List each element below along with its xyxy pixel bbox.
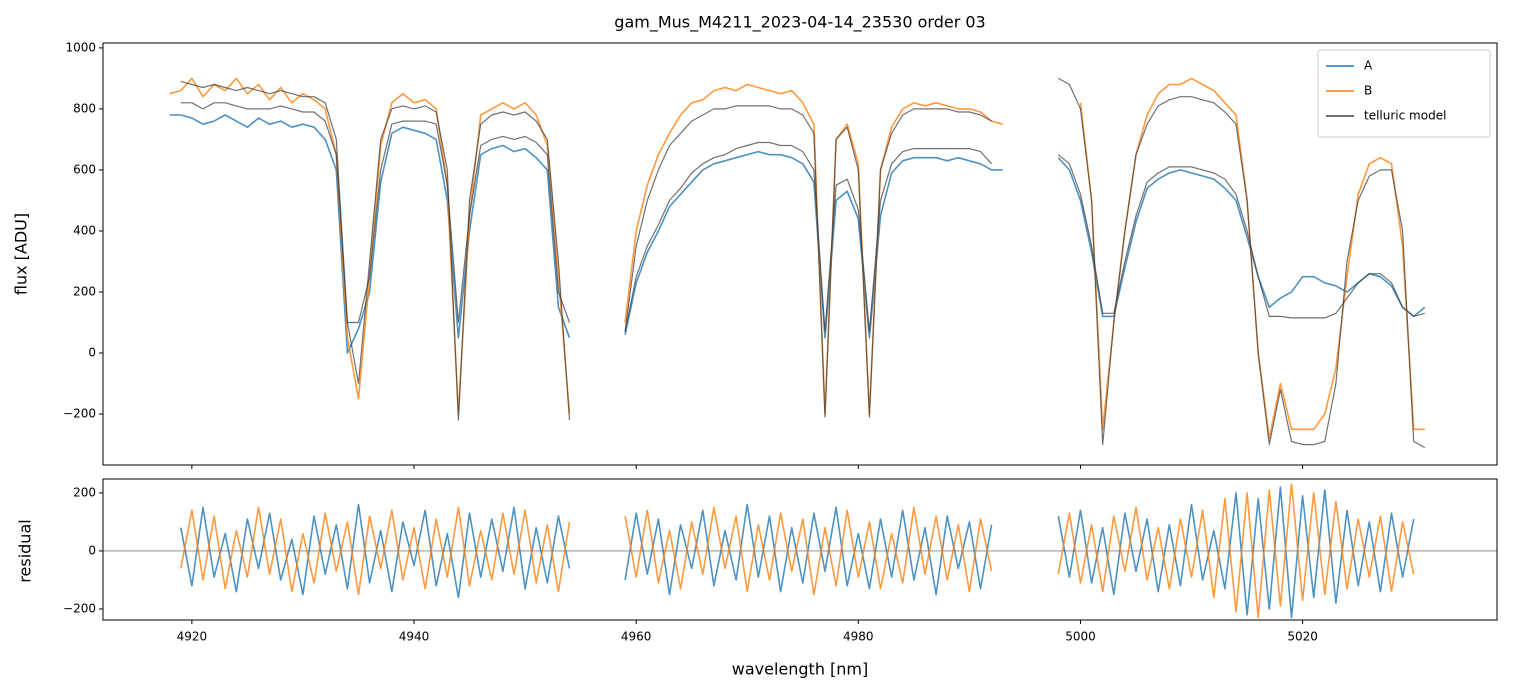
- x-axis-label: wavelength [nm]: [732, 660, 869, 679]
- model-line: [180, 77, 1426, 449]
- x-tick-label: 4940: [399, 630, 430, 644]
- y-tick-label: 200: [73, 485, 96, 499]
- data-line: [180, 486, 1415, 619]
- plot-area: [169, 77, 1426, 449]
- x-tick-label: 5000: [1065, 630, 1096, 644]
- y-tick-label: 200: [73, 284, 96, 298]
- legend-label: A: [1364, 59, 1373, 73]
- y-tick-label: −200: [63, 601, 96, 615]
- axes-frame: [102, 42, 1498, 466]
- chart-title: gam_Mus_M4211_2023-04-14_23530 order 03: [614, 13, 985, 33]
- data-line: [169, 77, 1425, 440]
- model-line: [180, 102, 1425, 333]
- y-tick-label: 400: [73, 223, 96, 237]
- axes-frame: [102, 478, 1498, 621]
- y-tick-label: 1000: [65, 40, 96, 54]
- plot-area: [103, 483, 1497, 619]
- legend-label: telluric model: [1364, 109, 1446, 123]
- x-tick-label: 4920: [177, 630, 208, 644]
- y-axis-label: flux [ADU]: [12, 213, 31, 295]
- y-tick-label: −200: [63, 407, 96, 421]
- x-tick-label: 5020: [1287, 630, 1318, 644]
- y-tick-label: 800: [73, 101, 96, 115]
- y-axis-label: residual: [16, 519, 35, 582]
- x-tick-label: 4960: [621, 630, 652, 644]
- legend-box: [1317, 49, 1491, 138]
- x-tick-label: 4980: [843, 630, 874, 644]
- data-line: [180, 483, 1415, 619]
- y-tick-label: 600: [73, 162, 96, 176]
- y-tick-label: 0: [88, 543, 96, 557]
- data-line: [169, 114, 1426, 354]
- y-tick-label: 0: [88, 346, 96, 360]
- legend-label: B: [1364, 84, 1372, 98]
